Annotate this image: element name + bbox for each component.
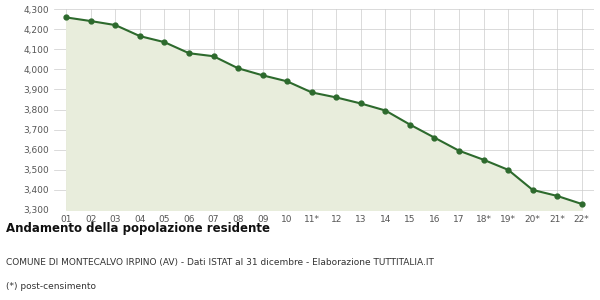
Text: Andamento della popolazione residente: Andamento della popolazione residente: [6, 222, 270, 235]
Text: (*) post-censimento: (*) post-censimento: [6, 282, 96, 291]
Text: COMUNE DI MONTECALVO IRPINO (AV) - Dati ISTAT al 31 dicembre - Elaborazione TUTT: COMUNE DI MONTECALVO IRPINO (AV) - Dati …: [6, 258, 434, 267]
